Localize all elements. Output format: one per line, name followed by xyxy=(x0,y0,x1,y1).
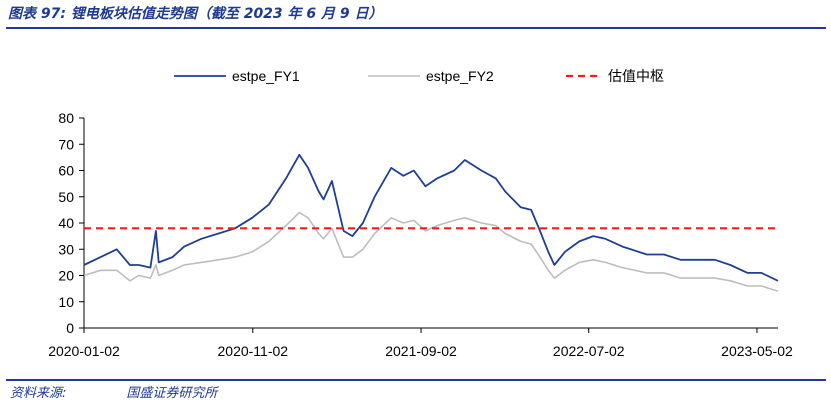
y-tick-label: 0 xyxy=(66,320,74,336)
y-tick-label: 80 xyxy=(58,110,74,126)
figure-title: 图表 97: 锂电板块估值走势图（截至 2023 年 6 月 9 日） xyxy=(8,6,383,22)
bottom-rule xyxy=(6,379,826,381)
axes xyxy=(79,117,778,333)
legend: estpe_FY1 estpe_FY2 估值中枢 xyxy=(174,68,664,84)
y-tick-label: 10 xyxy=(58,294,74,310)
series-lines xyxy=(83,153,779,293)
y-tick-label: 30 xyxy=(58,241,74,257)
legend-label-3: 估值中枢 xyxy=(608,68,664,84)
x-tick-label: 2020-11-02 xyxy=(218,343,289,359)
x-tick-label: 2020-01-02 xyxy=(48,343,120,359)
y-tick-label: 20 xyxy=(58,268,74,284)
source-org: 国盛证券研究所 xyxy=(126,386,218,401)
top-rule xyxy=(6,27,826,29)
x-tick-label: 2021-09-02 xyxy=(385,343,457,359)
legend-label-1: estpe_FY1 xyxy=(232,68,300,84)
y-tick-label: 60 xyxy=(58,163,74,179)
series-line-2 xyxy=(83,211,779,293)
source-note: 资料来源: 国盛证券研究所 xyxy=(10,382,217,401)
x-tick-label: 2023-05-02 xyxy=(721,343,793,359)
y-tick-label: 40 xyxy=(58,215,74,231)
y-tick-label: 50 xyxy=(58,189,74,205)
series-line-1 xyxy=(83,153,779,282)
x-tick-label: 2022-07-02 xyxy=(553,343,625,359)
tick-labels: 0 10 20 30 40 50 60 70 80 2020-01-02 2020-11-02 202… xyxy=(48,110,793,359)
source-label: 资料来源: xyxy=(10,386,67,401)
legend-label-2: estpe_FY2 xyxy=(426,68,494,84)
y-tick-label: 70 xyxy=(58,136,74,152)
